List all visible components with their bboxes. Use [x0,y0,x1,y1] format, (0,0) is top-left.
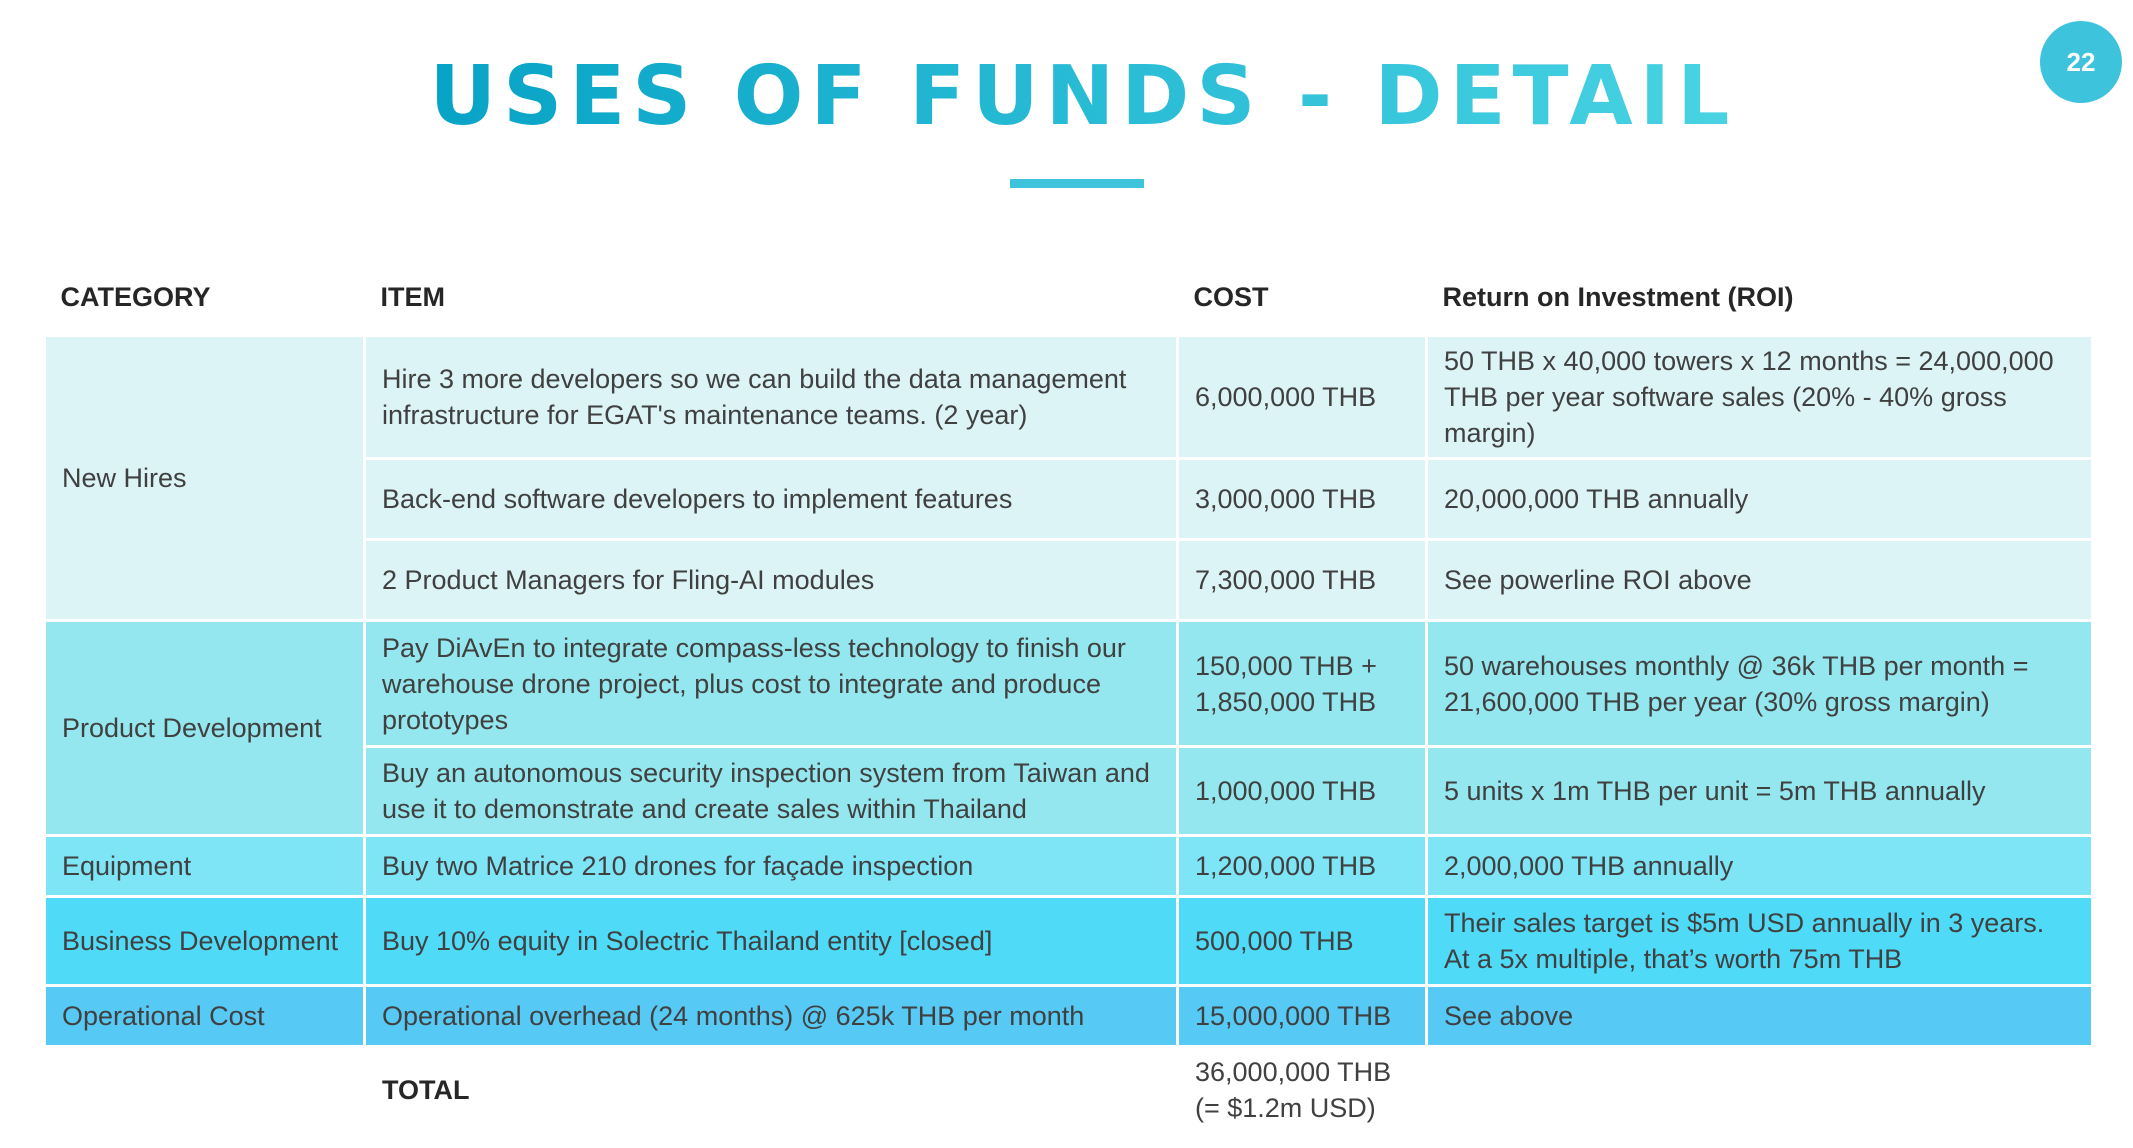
table-row: 2 Product Managers for Fling-AI modules … [45,538,2094,622]
roi-cell: 5 units x 1m THB per unit = 5m THB annua… [1425,745,2094,837]
total-empty-cell [43,1045,366,1135]
cost-cell: 6,000,000 THB [1176,334,1428,460]
cost-cell: 1,200,000 THB [1176,834,1428,898]
cost-line: 150,000 THB + [1195,650,1377,681]
roi-cell: 50 THB x 40,000 towers x 12 months = 24,… [1425,334,2094,460]
total-cost-cell: 36,000,000 THB (= $1.2m USD) [1176,1045,1428,1135]
roi-cell: See powerline ROI above [1425,538,2094,622]
roi-cell: 50 warehouses monthly @ 36k THB per mont… [1425,619,2094,748]
category-operational-cost: Operational Cost [43,984,366,1048]
total-empty-cell [1425,1045,2094,1135]
cost-cell: 15,000,000 THB [1176,984,1428,1048]
item-cell: Hire 3 more developers so we can build t… [363,334,1179,460]
cost-line: 1,850,000 THB [1195,686,1377,717]
header-cost: COST [1177,260,1427,336]
cost-cell: 7,300,000 THB [1176,538,1428,622]
table-row: Business Development Buy 10% equity in S… [43,895,2094,987]
roi-line: Their sales target is $5m USD annually i… [1444,908,2045,938]
category-new-hires: New Hires [43,334,366,622]
item-cell: Buy 10% equity in Solectric Thailand ent… [363,895,1179,987]
category-business-development: Business Development [43,895,366,987]
page-title: USES OF FUNDS - DETAIL [429,49,1737,144]
title-underline [1010,179,1144,188]
category-product-development: Product Development [43,619,366,837]
uses-of-funds-table: CATEGORY ITEM COST Return on Investment … [43,260,2094,1135]
total-label: TOTAL [363,1045,1179,1135]
cost-cell: 1,000,000 THB [1176,745,1428,837]
total-row: TOTAL 36,000,000 THB (= $1.2m USD) [43,1045,2094,1135]
roi-line: At a 5x multiple, that’s worth 75m THB [1444,944,1903,974]
cost-cell: 150,000 THB + 1,850,000 THB [1176,619,1428,748]
item-cell: Buy an autonomous security inspection sy… [363,745,1179,837]
table-row: Equipment Buy two Matrice 210 drones for… [43,834,2094,898]
roi-cell: Their sales target is $5m USD annually i… [1425,895,2094,987]
header-roi: Return on Investment (ROI) [1426,260,2093,336]
item-cell: Back-end software developers to implemen… [363,457,1179,541]
roi-cell: 20,000,000 THB annually [1425,457,2094,541]
cost-cell: 3,000,000 THB [1176,457,1428,541]
table-row: New Hires Hire 3 more developers so we c… [43,334,2094,622]
cost-cell: 500,000 THB [1176,895,1428,987]
roi-cell: 2,000,000 THB annually [1425,834,2094,898]
table-row: Product Development Pay DiAvEn to integr… [43,619,2094,837]
table-header-row: CATEGORY ITEM COST Return on Investment … [44,260,2093,336]
page-number-badge: 22 [2040,21,2122,103]
item-cell: Buy two Matrice 210 drones for façade in… [363,834,1179,898]
category-equipment: Equipment [43,834,366,898]
table-row: Operational Cost Operational overhead (2… [43,984,2094,1048]
total-cost-thb: 36,000,000 THB [1195,1057,1392,1087]
item-cell: 2 Product Managers for Fling-AI modules [363,538,1179,622]
total-cost-usd: (= $1.2m USD) [1195,1093,1376,1123]
table-row: Buy an autonomous security inspection sy… [45,745,2094,837]
header-category: CATEGORY [44,260,365,336]
item-cell: Operational overhead (24 months) @ 625k … [363,984,1179,1048]
roi-cell: See above [1425,984,2094,1048]
item-cell: Pay DiAvEn to integrate compass-less tec… [363,619,1179,748]
header-item: ITEM [364,260,1178,336]
table-row: Back-end software developers to implemen… [45,457,2094,541]
